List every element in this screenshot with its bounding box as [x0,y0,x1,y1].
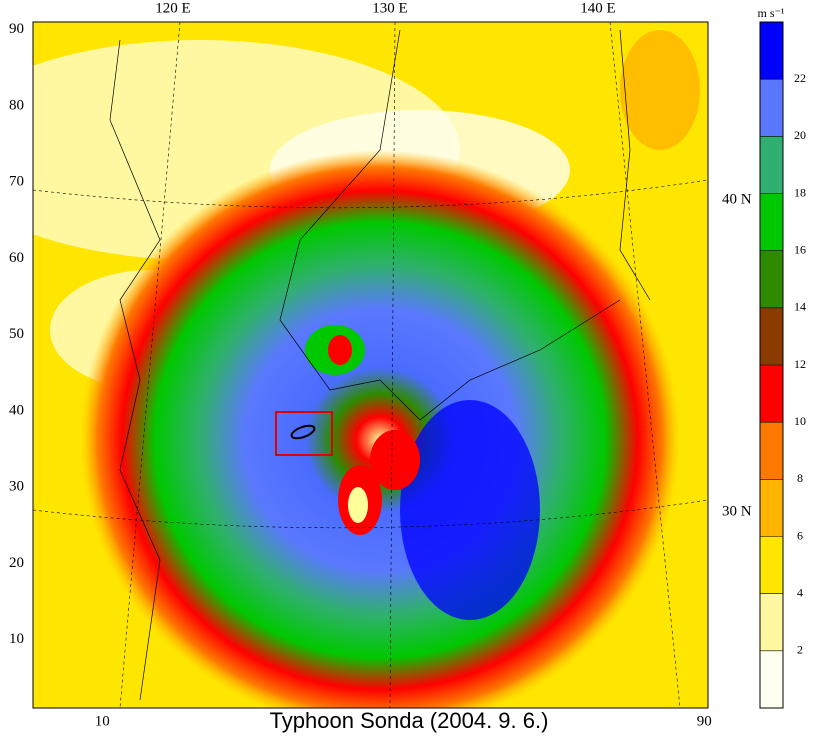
colorbar-bin [760,365,783,423]
y-tick-label: 70 [9,174,24,190]
colorbar-unit: m s⁻¹ [758,6,785,20]
colorbar-bin [760,650,783,708]
colorbar-label: 18 [794,185,806,199]
colorbar-bin [760,22,783,80]
longitude-label: 130 E [372,0,407,16]
colorbar-bin [760,79,783,137]
colorbar-bin [760,422,783,480]
colorbar-bin [760,136,783,194]
latitude-label: 30 N [722,503,752,519]
colorbar-label: 12 [794,357,806,371]
colorbar-bin [760,250,783,308]
colorbar-label: 4 [797,585,803,599]
y-tick-label: 30 [9,479,24,495]
y-tick-label: 20 [9,555,24,571]
y-tick-label: 50 [9,326,24,342]
colorbar-label: 8 [797,471,803,485]
colorbar-bin [760,479,783,537]
x-tick-label: 90 [697,713,712,729]
x-tick-label: 10 [95,713,110,729]
contour [290,424,316,440]
map-frame [32,21,709,709]
colorbar-label: 2 [797,643,803,657]
y-tick-label: 60 [9,250,24,266]
y-tick-label: 90 [9,21,24,37]
longitude-label: 140 E [580,0,615,16]
colorbar-bin [760,193,783,251]
y-tick-label: 80 [9,97,24,113]
colorbar-label: 22 [794,71,806,85]
highlight-box [275,411,333,456]
colorbar-label: 10 [794,414,806,428]
y-tick-label: 40 [9,402,24,418]
y-tick-label: 10 [9,631,24,647]
colorbar-bin [760,307,783,365]
wind-field [33,22,708,708]
colorbar-bin [760,536,783,594]
colorbar-label: 6 [797,528,803,542]
colorbar-label: 14 [794,300,806,314]
longitude-label: 120 E [155,0,190,16]
latitude-label: 40 N [722,191,752,207]
colorbar-bin [760,593,783,651]
colorbar-label: 16 [794,242,806,256]
title: Typhoon Sonda (2004. 9. 6.) [270,708,549,733]
colorbar-label: 20 [794,128,806,142]
